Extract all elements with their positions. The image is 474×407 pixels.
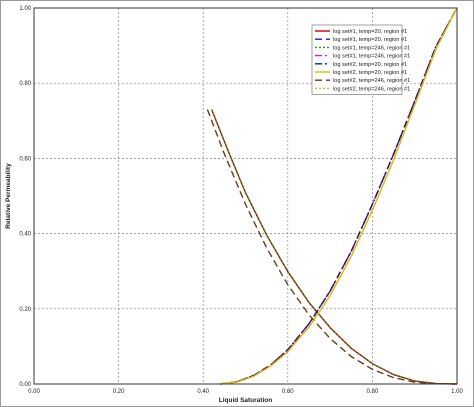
series-layer [206,7,458,385]
y-tick-label: 0.00 [19,382,31,388]
y-tick-label: 0.40 [19,232,31,238]
x-tick-label: 0.20 [113,389,125,395]
series-line-3 [211,109,458,385]
y-axis-label: Relative Permeability [5,163,12,229]
legend-entry: log set#1, temp=20, region #1 [333,37,407,43]
legend-entry: log set#2, temp=20, region #1 [333,70,407,76]
x-tick-label: 0.00 [28,389,40,395]
x-tick-label: 0.40 [197,389,209,395]
series-line-7 [206,109,458,385]
legend-entry: log set#1, temp=246, region #1 [333,45,410,51]
x-tick-label: 0.80 [367,389,379,395]
legend-entry: log set#2, temp=246, region #1 [333,86,410,92]
y-tick-label: 0.80 [19,81,31,87]
tick-layer: 0.00 0.20 0.40 0.60 0.80 1.00 0.00 0.20 0.40 0.60… [19,6,463,395]
legend-entry: log set#1, temp=246, region #1 [333,54,410,60]
legend-entry: log set#1, temp=20, region #1 [333,29,407,35]
legend-entry: log set#2, temp=20, region #1 [333,62,407,68]
y-tick-label: 1.00 [19,6,31,12]
y-tick-label: 0.20 [19,307,31,313]
plot-area-border [33,7,458,385]
x-tick-label: 0.60 [282,389,294,395]
legend-entry: log set#2, temp=246, region #1 [333,78,410,84]
series-line-6 [220,7,458,385]
x-axis-label: Liquid Saturation [219,397,272,404]
x-tick-label: 1.00 [451,389,463,395]
legend-box [311,24,403,95]
legend[interactable]: log set#1, temp=20, region #1 log set#1, … [311,24,410,95]
y-tick-label: 0.60 [19,156,31,162]
